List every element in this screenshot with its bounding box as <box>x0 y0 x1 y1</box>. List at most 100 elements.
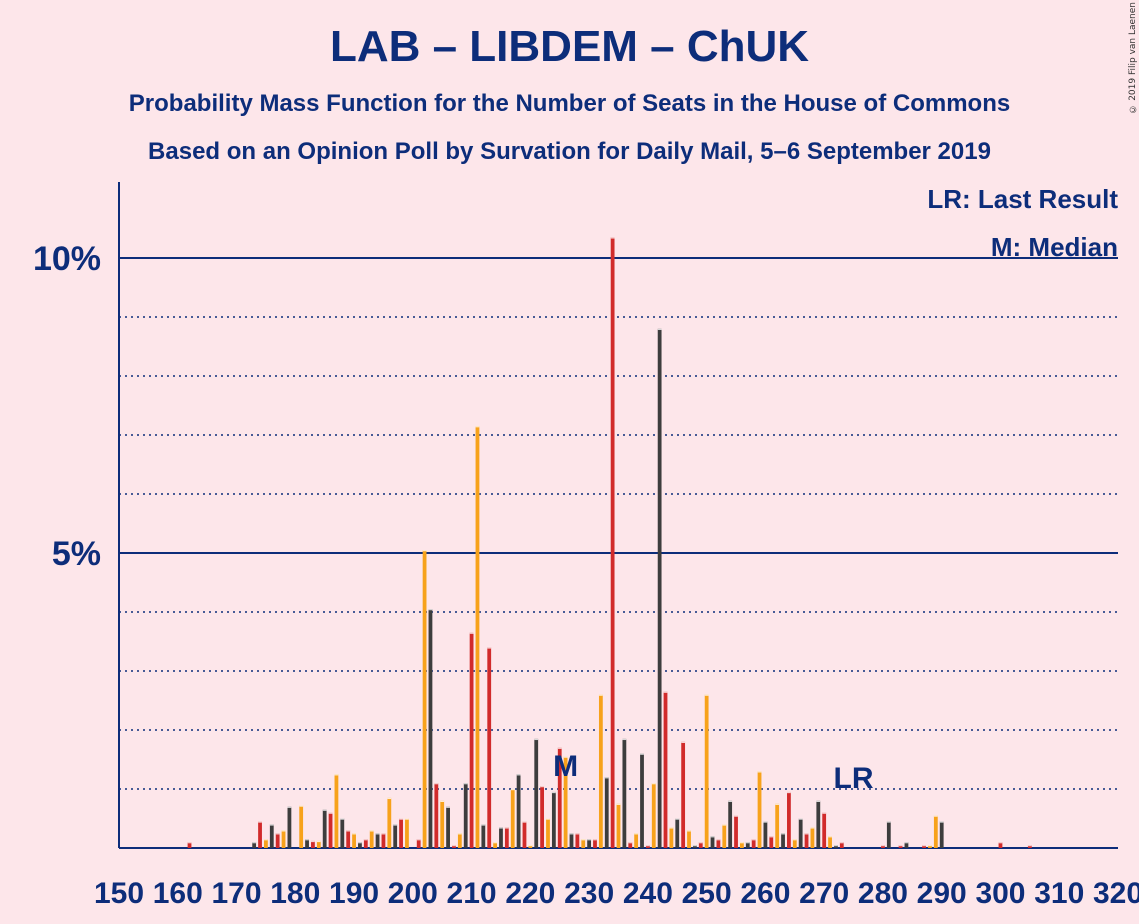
x-tick-label: 180 <box>270 877 320 910</box>
bar-libdem <box>369 830 374 848</box>
bar-chuk <box>622 738 627 848</box>
bar-chuk <box>692 845 697 848</box>
bar-highlight <box>810 827 815 829</box>
bar-highlight <box>522 821 527 823</box>
bar-highlight <box>651 783 656 785</box>
bar-highlight <box>369 830 374 832</box>
bar-chuk <box>657 328 662 848</box>
bar-highlight <box>581 839 586 841</box>
bar-libdem <box>493 842 497 848</box>
last-result-marker: LR <box>834 762 874 795</box>
bar-libdem <box>933 815 938 848</box>
bar-libdem <box>299 805 304 848</box>
bar-libdem <box>687 830 691 848</box>
bar-libdem <box>422 550 427 848</box>
bar-libdem <box>616 803 621 848</box>
bar-libdem <box>757 771 762 848</box>
bar-chuk <box>269 824 274 848</box>
bar-chuk <box>763 821 768 848</box>
bar-highlight <box>757 771 762 773</box>
bar-highlight <box>816 800 821 802</box>
bar-highlight <box>187 842 192 844</box>
bar-libdem <box>334 774 339 848</box>
bar-highlight <box>510 789 515 791</box>
bar-highlight <box>881 845 885 847</box>
bar-highlight <box>922 845 926 847</box>
bar-highlight <box>252 842 257 844</box>
bar-lab <box>575 833 580 848</box>
bar-highlight <box>493 842 497 844</box>
bar-highlight <box>387 797 392 800</box>
bar-chuk <box>710 836 715 848</box>
x-tick-label: 290 <box>917 877 967 910</box>
y-tick-label: 5% <box>52 535 101 573</box>
bar-highlight <box>645 845 650 847</box>
bar-chuk <box>728 800 733 848</box>
bar-highlight <box>1027 845 1032 847</box>
bar-highlight <box>734 815 738 817</box>
bar-lab <box>922 845 926 848</box>
bar-highlight <box>740 842 744 844</box>
bar-libdem <box>634 833 639 848</box>
bar-highlight <box>751 839 756 841</box>
bar-chuk <box>393 824 398 848</box>
bar-highlight <box>834 845 838 847</box>
bar-highlight <box>716 839 721 841</box>
bar-libdem <box>352 833 356 848</box>
bar-libdem <box>928 845 932 848</box>
bar-lab <box>804 833 809 848</box>
bar-highlight <box>399 818 403 820</box>
bar-libdem <box>528 845 533 848</box>
chart-title: LAB – LIBDEM – ChUK <box>329 22 810 71</box>
bar-lab <box>645 845 650 848</box>
bar-libdem <box>316 840 321 848</box>
bar-highlight <box>446 806 450 808</box>
bar-highlight <box>346 830 351 832</box>
x-tick-label: 150 <box>94 877 144 910</box>
bar-chuk <box>816 800 821 848</box>
bar-highlight <box>763 821 768 823</box>
bar-chuk <box>463 783 468 848</box>
x-tick-label: 270 <box>799 877 849 910</box>
bar-highlight <box>804 833 809 835</box>
x-tick-label: 220 <box>505 877 555 910</box>
bar-highlight <box>616 803 621 805</box>
bar-chuk <box>781 833 785 848</box>
bar-lab <box>275 833 280 848</box>
bar-highlight <box>781 833 785 835</box>
bar-highlight <box>269 824 274 826</box>
bar-highlight <box>628 842 633 844</box>
bar-highlight <box>352 833 356 835</box>
chart-source-line: Based on an Opinion Poll by Survation fo… <box>148 138 991 165</box>
bar-libdem <box>581 839 586 848</box>
bar-highlight <box>904 842 909 844</box>
bar-lab <box>328 812 333 848</box>
bar-libdem <box>740 842 744 848</box>
bar-highlight <box>598 694 603 696</box>
x-tick-label: 320 <box>1093 877 1139 910</box>
chart-subtitle: Probability Mass Function for the Number… <box>128 90 1011 117</box>
bar-chuk <box>604 777 609 848</box>
bar-highlight <box>481 824 486 826</box>
bar-highlight <box>939 821 944 823</box>
bar-highlight <box>516 774 521 776</box>
bar-highlight <box>457 833 462 835</box>
bar-highlight <box>593 839 597 841</box>
bar-highlight <box>610 237 615 239</box>
bar-chuk <box>252 842 257 848</box>
bar-highlight <box>698 842 703 844</box>
bar-highlight <box>311 840 315 843</box>
bar-libdem <box>775 803 780 848</box>
bar-chuk <box>587 839 592 848</box>
bar-highlight <box>704 694 709 696</box>
bar-lab <box>487 647 492 848</box>
bar-highlight <box>363 839 368 841</box>
bar-highlight <box>299 805 304 807</box>
bar-highlight <box>575 833 580 835</box>
bar-lab <box>504 827 509 848</box>
bar-libdem <box>563 756 568 848</box>
x-tick-label: 190 <box>329 877 379 910</box>
y-tick-label: 10% <box>33 240 101 278</box>
bar-lab <box>734 815 738 848</box>
bar-highlight <box>434 783 439 785</box>
